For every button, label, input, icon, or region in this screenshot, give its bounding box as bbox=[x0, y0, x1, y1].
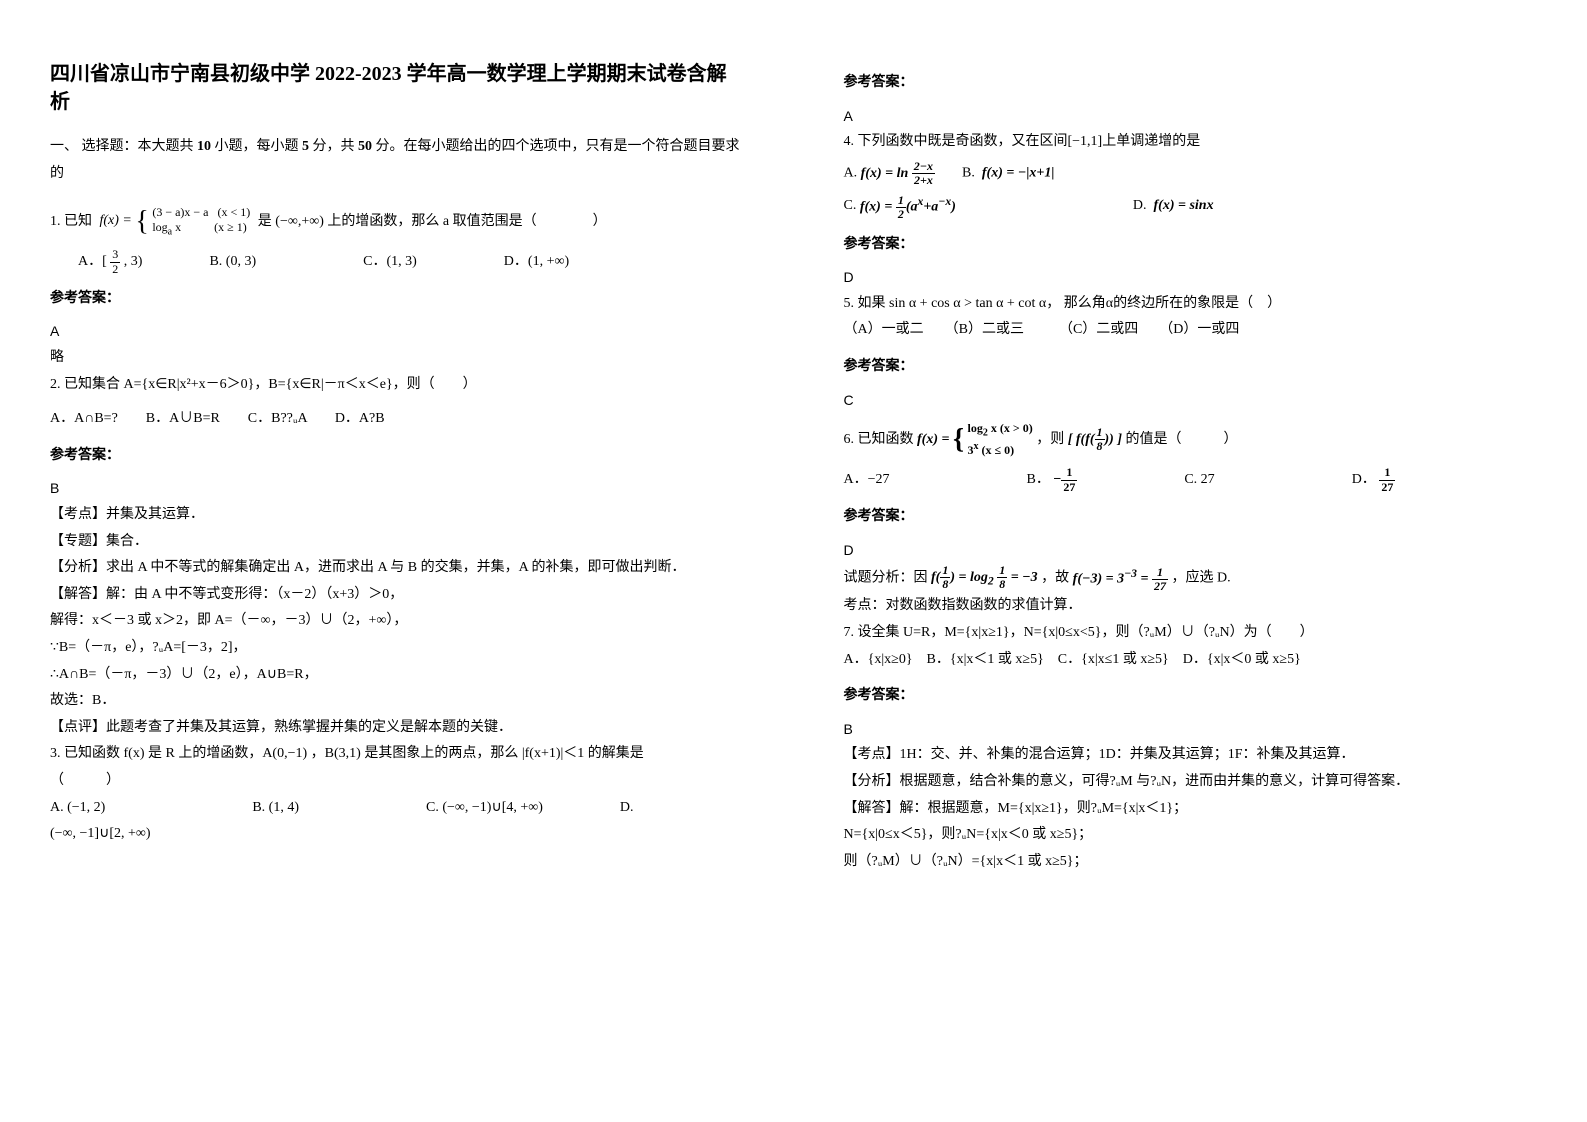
q6-optA: A．−27 bbox=[844, 472, 890, 487]
q6-expl-mid: ，故 bbox=[1041, 570, 1069, 585]
question-5: 5. 如果 sin α + cos α > tan α + cot α， 那么角… bbox=[844, 291, 1538, 318]
q6-mid: ，则 bbox=[1036, 432, 1064, 447]
q7-kp: 【考点】1H：交、并、补集的混合运算；1D：并集及其运算；1F：补集及其运算． bbox=[844, 742, 1538, 769]
q7-answer: B bbox=[844, 716, 1538, 743]
question-2: 2. 已知集合 A={x∈R|x²+x－6＞0}，B={x∈R|－π＜x＜e}，… bbox=[50, 372, 744, 399]
q1-prefix: 1. 已知 bbox=[50, 214, 92, 229]
q6-inner: [ f(f(18)) ] bbox=[1068, 426, 1122, 454]
q7-jd2: N={x|0≤x＜5}，则?ᵤN={x|x＜0 或 x≥5}； bbox=[844, 822, 1538, 849]
q1-suffix: 是 (−∞,+∞) 上的增函数，那么 a 取值范围是（ ） bbox=[258, 214, 607, 229]
q6-optD: D． bbox=[1352, 472, 1376, 487]
answer-label-6: 参考答案： bbox=[844, 504, 1538, 531]
answer-label-2: 参考答案： bbox=[50, 443, 744, 470]
q6-answer: D bbox=[844, 537, 1538, 564]
q2-jd2: 解得：x＜－3 或 x＞2，即 A=（－∞，－3）∪（2，+∞）， bbox=[50, 608, 744, 635]
q3-optD2: (−∞, −1]∪[2, +∞) bbox=[50, 821, 744, 848]
q6-optB-frac: −127 bbox=[1053, 466, 1077, 494]
q4-optD: D. f(x) = sinx bbox=[1133, 198, 1214, 213]
q4-optA-math: f(x) = ln 2−x2+x bbox=[861, 160, 935, 188]
question-4: 4. 下列函数中既是奇函数，又在区间[−1,1]上单调递增的是 bbox=[844, 129, 1538, 156]
question-1: 1. 已知 f(x) = { (3 − a)x − a (x < 1) loga… bbox=[50, 195, 744, 248]
q1-optD: D．(1, +∞) bbox=[504, 254, 569, 269]
q6-expl-pre: 试题分析：因 bbox=[844, 570, 928, 585]
q2-jd4: ∴A∩B=（－π，－3）∪（2，e），A∪B=R， bbox=[50, 662, 744, 689]
section-text: 一、 选择题：本大题共 10 小题，每小题 5 分，共 50 分。在每小题给出的… bbox=[50, 139, 740, 181]
answer-label-3: 参考答案： bbox=[844, 70, 1538, 97]
q7-options: A．{x|x≥0} B．{x|x＜1 或 x≥5} C．{x|x≤1 或 x≥5… bbox=[844, 647, 1538, 674]
q1-options: A．[ 32 , 3) B. (0, 3) C．(1, 3) D．(1, +∞) bbox=[50, 248, 744, 276]
question-3: 3. 已知函数 f(x) 是 R 上的增函数，A(0,−1) ，B(3,1) 是… bbox=[50, 741, 744, 768]
q2-fx: 【分析】求出 A 中不等式的解集确定出 A，进而求出 A 与 B 的交集，并集，… bbox=[50, 555, 744, 582]
q2-zt: 【专题】集合． bbox=[50, 529, 744, 556]
section-header: 一、 选择题：本大题共 10 小题，每小题 5 分，共 50 分。在每小题给出的… bbox=[50, 134, 744, 187]
q5-answer: C bbox=[844, 387, 1538, 414]
q7-jd1: 【解答】解：根据题意，M={x|x≥1}，则?ᵤM={x|x＜1}； bbox=[844, 796, 1538, 823]
q6-expl-math2: f(−3) = 3−3 = 127 bbox=[1073, 563, 1168, 593]
q6-optB: B． bbox=[1027, 472, 1050, 487]
q2-dp: 【点评】此题考查了并集及其运算，熟练掌握并集的定义是解本题的关键． bbox=[50, 715, 744, 742]
q6-optC: C. 27 bbox=[1184, 472, 1214, 487]
q5-options: （A）一或二 （B）二或三 （C）二或四 （D）一或四 bbox=[844, 317, 1538, 344]
answer-label-1: 参考答案： bbox=[50, 286, 744, 313]
right-column: 参考答案： A 4. 下列函数中既是奇函数，又在区间[−1,1]上单调递增的是 … bbox=[794, 0, 1587, 1122]
q2-kp: 【考点】并集及其运算． bbox=[50, 502, 744, 529]
q2-jd1: 【解答】解：由 A 中不等式变形得：（x－2）（x+3）＞0， bbox=[50, 582, 744, 609]
q4-row2: C. f(x) = 12(ax+a−x) D. f(x) = sinx bbox=[844, 191, 1538, 221]
q3-optA: A. (−1, 2) bbox=[50, 800, 105, 815]
doc-title: 四川省凉山市宁南县初级中学 2022-2023 学年高一数学理上学期期末试卷含解… bbox=[50, 60, 744, 116]
q4-answer: D bbox=[844, 264, 1538, 291]
q6-prefix: 6. 已知函数 bbox=[844, 432, 914, 447]
q4-optC-math: f(x) = 12(ax+a−x) bbox=[860, 191, 956, 221]
q6-options: A．−27 B． −127 C. 27 D． 127 bbox=[844, 466, 1538, 494]
answer-label-7: 参考答案： bbox=[844, 683, 1538, 710]
q2-jd5: 故选：B． bbox=[50, 688, 744, 715]
q2-jd3: ∵B=（－π，e），?ᵤA=[－3，2]， bbox=[50, 635, 744, 662]
q6-explain: 试题分析：因 f(18) = log2 18 = −3 ，故 f(−3) = 3… bbox=[844, 563, 1538, 593]
answer-label-5: 参考答案： bbox=[844, 354, 1538, 381]
q3-optB: B. (1, 4) bbox=[252, 800, 299, 815]
q7-fx: 【分析】根据题意，结合补集的意义，可得?ᵤM 与?ᵤN，进而由并集的意义，计算可… bbox=[844, 769, 1538, 796]
q4-optA-pre: A. bbox=[844, 165, 858, 180]
q3-optC: C. (−∞, −1)∪[4, +∞) bbox=[426, 800, 543, 815]
q1-slight: 略 bbox=[50, 345, 744, 372]
q7-jd3: 则（?ᵤM）∪（?ᵤN）={x|x＜1 或 x≥5}； bbox=[844, 849, 1538, 876]
q3-options: A. (−1, 2) B. (1, 4) C. (−∞, −1)∪[4, +∞)… bbox=[50, 795, 744, 822]
q1-optC: C．(1, 3) bbox=[363, 254, 417, 269]
q6-suffix: 的值是（ ） bbox=[1126, 432, 1238, 447]
q1-optA-post: , 3) bbox=[120, 254, 142, 269]
q1-frac: 32 bbox=[110, 248, 120, 275]
q1-optB: B. (0, 3) bbox=[209, 254, 256, 269]
left-column: 四川省凉山市宁南县初级中学 2022-2023 学年高一数学理上学期期末试卷含解… bbox=[0, 0, 794, 1122]
q2-answer: B bbox=[50, 475, 744, 502]
q6-optD-frac: 127 bbox=[1379, 466, 1395, 494]
question-6: 6. 已知函数 f(x) = { log2 x (x > 0) 3x (x ≤ … bbox=[844, 413, 1538, 466]
q1-piecewise: f(x) = { (3 − a)x − a (x < 1) loga x (x … bbox=[100, 195, 251, 248]
question-7: 7. 设全集 U=R，M={x|x≥1}，N={x|0≤x<5}，则（?ᵤM）∪… bbox=[844, 620, 1538, 647]
q1-answer: A bbox=[50, 318, 744, 345]
q6-expl-end: ，应选 D. bbox=[1172, 570, 1231, 585]
q3-blank: （ ） bbox=[50, 768, 744, 795]
q6-kp: 考点：对数函数指数函数的求值计算． bbox=[844, 593, 1538, 620]
q6-expl-math1: f(18) = log2 18 = −3 bbox=[931, 564, 1038, 593]
q6-piecewise: f(x) = { log2 x (x > 0) 3x (x ≤ 0) bbox=[917, 413, 1033, 466]
q1-optA-pre: A．[ bbox=[78, 254, 110, 269]
q3-answer: A bbox=[844, 103, 1538, 130]
q3-optD: D. bbox=[620, 800, 634, 815]
q2-options: A．A∩B=? B．A∪B=R C．B??ᵤA D．A?B bbox=[50, 406, 744, 433]
q4-optC-pre: C. bbox=[844, 198, 857, 213]
answer-label-4: 参考答案： bbox=[844, 232, 1538, 259]
q4-row1: A. f(x) = ln 2−x2+x B. f(x) = −|x+1| bbox=[844, 160, 1538, 188]
q4-optB: B. f(x) = −|x+1| bbox=[962, 165, 1054, 180]
